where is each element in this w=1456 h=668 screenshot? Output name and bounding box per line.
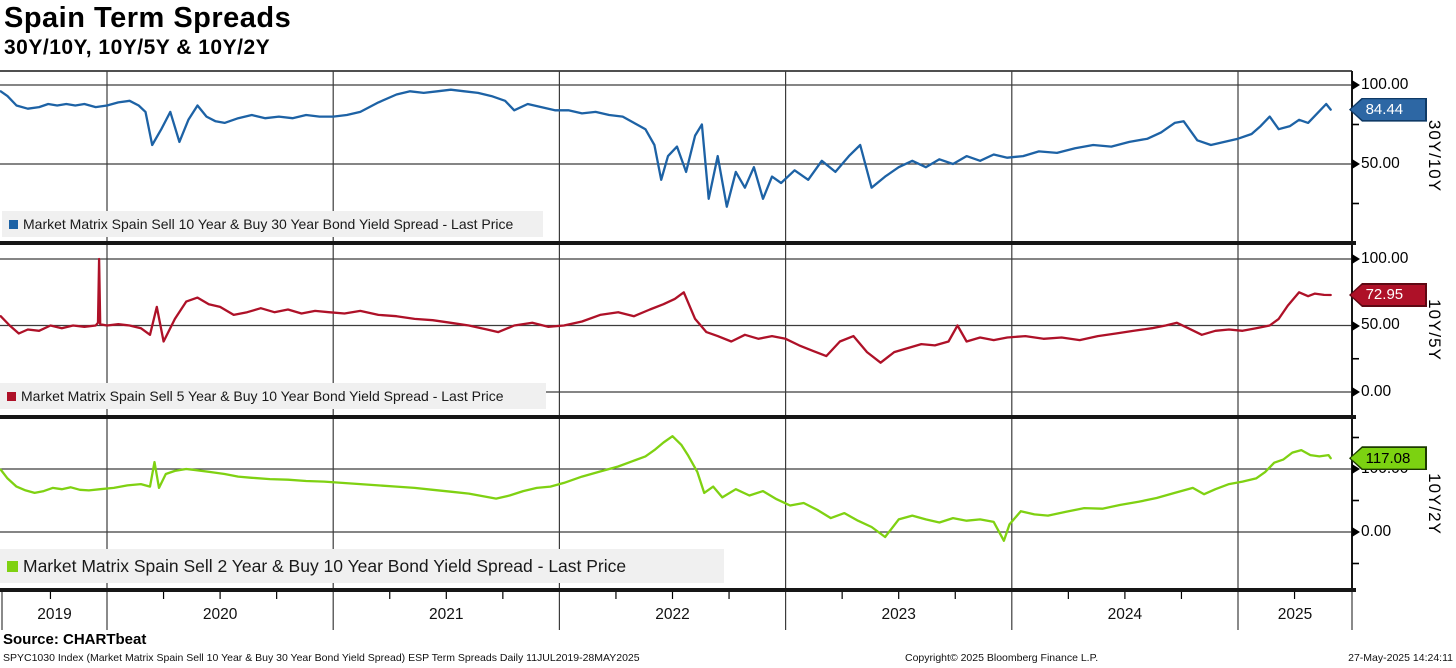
panel-separator: [0, 241, 1356, 245]
legend-label-10y5y: Market Matrix Spain Sell 5 Year & Buy 10…: [21, 388, 504, 404]
legend-label-30y10y: Market Matrix Spain Sell 10 Year & Buy 3…: [23, 216, 514, 232]
y-axis-tick-label: 50.00: [1361, 316, 1400, 333]
y-axis-arrow-tick: [1352, 464, 1360, 474]
panel-axis-title-30y10y: 30Y/10Y: [1425, 119, 1444, 193]
legend-10y5y: Market Matrix Spain Sell 5 Year & Buy 10…: [0, 383, 546, 409]
series-line-10y5y: [0, 257, 1332, 364]
panel-separator: [0, 415, 1356, 419]
y-axis-arrow-tick: [1352, 254, 1360, 264]
y-axis-arrow-tick: [1352, 159, 1360, 169]
y-axis-tick-label: 100.00: [1361, 249, 1409, 267]
chart-subtitle: 30Y/10Y, 10Y/5Y & 10Y/2Y: [4, 36, 271, 59]
series-line-30y10y: [0, 88, 1332, 208]
last-price-value-10y2y: 117.08: [1350, 447, 1426, 469]
legend-label-10y2y: Market Matrix Spain Sell 2 Year & Buy 10…: [23, 555, 627, 576]
y-axis-arrow-tick: [1352, 527, 1360, 537]
y-axis-arrow-tick: [1352, 320, 1360, 331]
panel-axis-title-10y5y: 10Y/5Y: [1425, 299, 1444, 361]
y-axis-tick-label: 100.00: [1361, 75, 1409, 93]
legend-30y10y: Market Matrix Spain Sell 10 Year & Buy 3…: [2, 211, 543, 237]
y-axis-tick-label: 50.00: [1361, 154, 1400, 172]
last-price-badge-10y5y: 72.95: [1349, 283, 1427, 307]
last-price-badge-30y10y: 84.44: [1349, 97, 1427, 122]
legend-10y2y: Market Matrix Spain Sell 2 Year & Buy 10…: [0, 549, 724, 583]
y-axis-tick-label: 0.00: [1361, 522, 1392, 540]
panel-separator: [0, 588, 1356, 592]
chart-title: Spain Term Spreads: [4, 2, 292, 34]
last-price-badge-10y2y: 117.08: [1349, 446, 1427, 471]
x-axis-year-label: 2022: [655, 606, 690, 623]
y-axis-arrow-tick: [1352, 387, 1360, 397]
footer-ticker-description: SPYC1030 Index (Market Matrix Spain Sell…: [3, 652, 640, 664]
y-axis-tick-label: 0.00: [1361, 382, 1392, 400]
x-axis-year-label: 2021: [429, 606, 464, 623]
x-axis-year-label: 2024: [1107, 606, 1143, 623]
x-axis-year-label: 2019: [37, 606, 72, 623]
footer-timestamp: 27-May-2025 14:24:11: [1348, 652, 1453, 664]
source-label: Source: CHARTbeat: [3, 631, 147, 648]
series-line-10y2y: [0, 435, 1332, 542]
x-axis-year-label: 2025: [1277, 606, 1313, 623]
last-price-value-10y5y: 72.95: [1350, 284, 1426, 306]
y-axis-arrow-tick: [1352, 80, 1360, 90]
panel-axis-title-10y2y: 10Y/2Y: [1425, 473, 1444, 535]
legend-swatch-10y2y: [7, 560, 18, 572]
legend-swatch-10y5y: [7, 391, 16, 401]
legend-swatch-30y10y: [9, 219, 18, 229]
last-price-value-30y10y: 84.44: [1350, 99, 1426, 120]
x-axis-year-label: 2020: [202, 606, 238, 623]
x-axis-year-label: 2023: [881, 606, 916, 623]
footer-copyright: Copyright© 2025 Bloomberg Finance L.P.: [905, 652, 1099, 664]
